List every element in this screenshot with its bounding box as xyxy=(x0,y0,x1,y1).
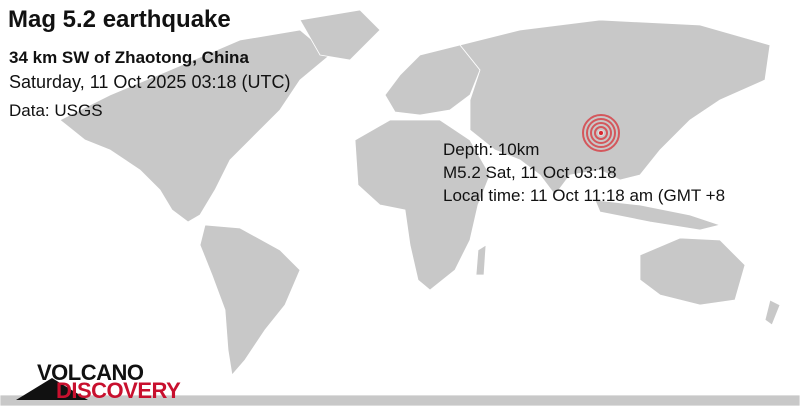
volcanodiscovery-logo[interactable]: VOLCANO DISCOVERY xyxy=(14,360,204,403)
europe xyxy=(384,44,481,116)
datetime-label: Saturday, 11 Oct 2025 03:18 (UTC) xyxy=(9,72,291,92)
africa xyxy=(354,119,491,291)
indonesia xyxy=(594,199,722,231)
volcano-icon xyxy=(16,378,88,400)
location-label: 34 km SW of Zhaotong, China xyxy=(9,48,249,67)
south-america xyxy=(199,224,301,376)
antarctica xyxy=(0,394,800,406)
asia xyxy=(459,19,771,196)
local-time-label: Local time: 11 Oct 11:18 am (GMT +8 xyxy=(443,186,726,205)
page-title: Mag 5.2 earthquake xyxy=(8,6,231,33)
summary-label: M5.2 Sat, 11 Oct 03:18 xyxy=(443,163,617,182)
data-source-label: Data: USGS xyxy=(9,101,103,120)
australia xyxy=(639,237,746,306)
north-america xyxy=(59,29,331,223)
depth-label: Depth: 10km xyxy=(443,140,540,159)
logo-text-2: DISCOVERY xyxy=(56,378,181,403)
greenland xyxy=(299,9,381,61)
epicenter-marker xyxy=(582,114,620,152)
new-zealand xyxy=(764,299,781,326)
logo-text-1: VOLCANO xyxy=(37,360,144,385)
madagascar xyxy=(475,244,487,276)
